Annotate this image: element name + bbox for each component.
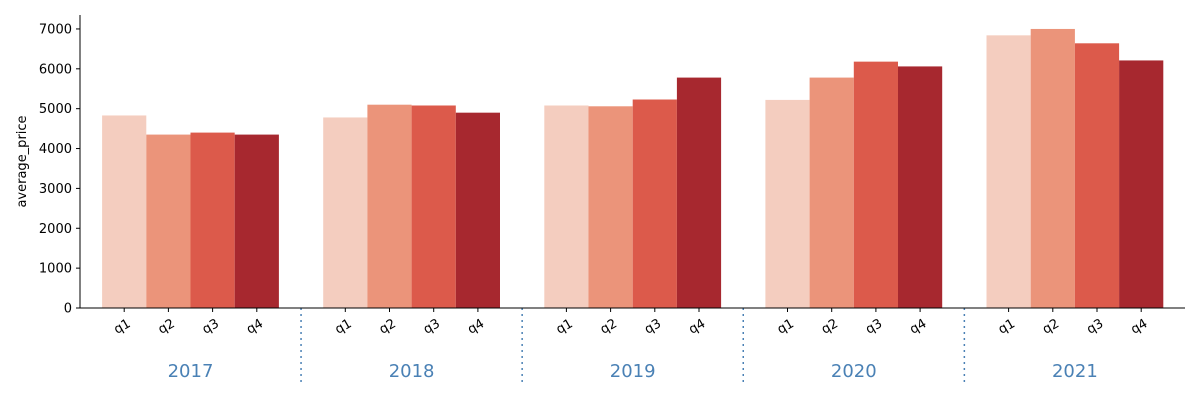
bar-2021-q3 [1074,43,1120,309]
x-tick-label-2020-q3: q3 [863,316,885,337]
group-label-2017: 2017 [168,361,214,382]
bar-2018-q3 [411,105,456,309]
y-tick-label-4000: 4000 [39,142,72,157]
x-tick-label-2017-q2: q2 [156,316,178,337]
bar-2019-q2 [588,106,633,308]
bar-2018-q1 [323,117,368,308]
y-axis-label: average_price [15,115,30,207]
y-tick-label-5000: 5000 [39,102,72,117]
bar-2020-q2 [809,77,854,308]
group-label-2020: 2020 [831,361,877,382]
x-tick-label-2019-q4: q4 [686,316,708,337]
bar-2020-q4 [898,66,943,308]
x-tick-label-2021-q2: q2 [1040,316,1062,337]
bar-2021-q4 [1119,60,1164,308]
group-label-2021: 2021 [1052,361,1098,382]
bar-2021-q1 [986,35,1031,308]
x-tick-label-2020-q1: q1 [775,316,797,337]
x-tick-label-2017-q1: q1 [112,316,134,337]
bar-2017-q3 [190,132,235,308]
bar-2020-q1 [765,99,810,308]
bar-2017-q1 [102,115,147,309]
axes-layer [76,15,1185,382]
bars-layer [102,28,1164,309]
x-tick-label-2017-q3: q3 [200,316,222,337]
y-tick-label-6000: 6000 [39,62,72,77]
y-tick-label-7000: 7000 [39,22,72,37]
x-tick-label-2021-q4: q4 [1129,316,1151,337]
x-tick-label-2019-q1: q1 [554,316,576,337]
labels-layer: q1 q2 q3 q4 2017 q1 q2 q3 q4 2018 q1 q2 q3 q4 2019 q1 q2… [39,22,1150,382]
x-tick-label-2018-q4: q4 [465,316,487,337]
bar-2017-q2 [146,134,191,308]
y-tick-label-1000: 1000 [39,262,72,277]
group-label-2019: 2019 [610,361,656,382]
x-tick-label-2018-q3: q3 [421,316,443,337]
y-tick-label-3000: 3000 [39,182,72,197]
bar-2019-q3 [632,99,677,308]
bar-2020-q3 [853,61,898,308]
bar-2019-q4 [676,77,722,308]
bar-2017-q4 [234,134,279,308]
x-tick-label-2021-q1: q1 [996,316,1018,337]
x-tick-label-2020-q4: q4 [907,316,929,337]
bar-2018-q4 [455,112,500,308]
group-label-2018: 2018 [389,361,435,382]
bar-2019-q1 [544,105,589,309]
y-tick-label-0: 0 [64,302,72,317]
y-tick-label-2000: 2000 [39,222,72,237]
x-tick-label-2018-q1: q1 [333,316,355,337]
x-tick-label-2017-q4: q4 [244,316,266,337]
bar-2018-q2 [367,104,412,308]
x-tick-label-2018-q2: q2 [377,316,399,337]
x-tick-label-2019-q2: q2 [598,316,620,337]
x-tick-label-2021-q3: q3 [1084,316,1106,337]
x-tick-label-2020-q2: q2 [819,316,841,337]
x-tick-label-2019-q3: q3 [642,316,664,337]
bar-2021-q2 [1030,28,1075,308]
